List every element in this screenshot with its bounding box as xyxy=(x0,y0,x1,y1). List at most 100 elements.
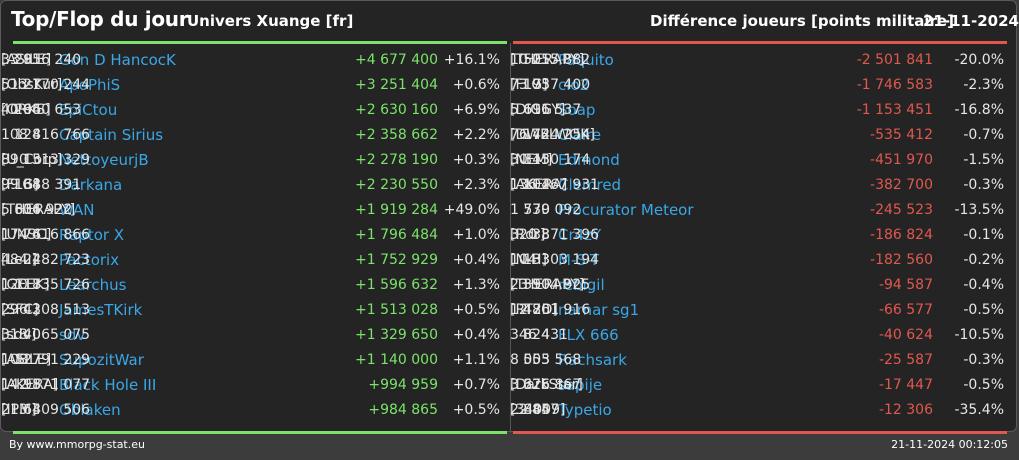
table-row: 24 Pactorix [Leu] 484 282 723 +1 752 929 +0.4… xyxy=(1,248,501,273)
alliance-tag-link[interactable]: [DarkStar] xyxy=(510,377,583,393)
player-name-link[interactable]: WAN xyxy=(59,201,95,219)
alliance-tag-link[interactable]: [GEEK] xyxy=(1,277,50,293)
player-name-link[interactable]: Raptor X xyxy=(59,226,125,244)
player-name-link[interactable]: Claire xyxy=(558,126,602,144)
alliance-tag-link[interactable]: [ASILE] xyxy=(1,52,52,68)
footer-credit: By www.mmorpg-stat.eu xyxy=(9,438,145,451)
player-points: 33 816 240 xyxy=(1,52,82,68)
alliance-tag-link[interactable]: [THERAPY] xyxy=(510,277,585,293)
player-name-link[interactable]: Black Hole III xyxy=(59,376,157,394)
percent-change: -16.8% xyxy=(954,102,1004,118)
player-name-link[interactable]: clo2 xyxy=(558,76,590,94)
alliance-tag-link[interactable]: [ObsKur] xyxy=(1,77,63,93)
alliance-tag-link[interactable]: [RT2D] xyxy=(510,302,558,318)
alliance-tag-link[interactable]: [N-H] xyxy=(510,252,547,268)
player-points: 142 571 077 xyxy=(1,377,91,393)
player-name-link[interactable]: Edmond xyxy=(558,151,620,169)
table-row: 40 sdv [sdv] 318 065 075 +1 329 650 +0.4% xyxy=(1,323,501,348)
player-points: 513 770 244 xyxy=(1,77,91,93)
player-name-link[interactable]: Cr4zY xyxy=(558,226,602,244)
player-name-link[interactable]: Procurator Meteor xyxy=(558,201,694,219)
table-row: 480 narnar sg1 [RT2D] 12 761 916 -66 577 -0.5… xyxy=(510,298,1010,323)
table-row: 824 FLX 666 346 431 -40 624 -10.5% xyxy=(510,323,1010,348)
points-difference: +1 919 284 xyxy=(355,202,438,218)
page-title: Top/Flop du jour xyxy=(11,7,189,31)
player-rank: 104 xyxy=(523,177,550,193)
player-rank: 128 xyxy=(14,127,41,143)
alliance-tag-link[interactable]: [Leu] xyxy=(1,252,37,268)
percent-change: -0.7% xyxy=(963,127,1004,143)
player-name-link[interactable]: Paquito xyxy=(558,51,614,69)
table-row: 676 sapije [DarkStar] 3 325 867 -17 447 -0.5% xyxy=(510,373,1010,398)
alliance-tag-link[interactable]: [34009] xyxy=(510,402,566,418)
alliance-tag-link[interactable]: [FLG] xyxy=(510,77,548,93)
points-difference: -25 587 xyxy=(878,352,933,368)
player-points: 1 570 092 xyxy=(510,202,582,218)
player-points: 8 003 568 xyxy=(510,352,582,368)
player-name-link[interactable]: Gon D HancocK xyxy=(59,51,176,69)
table-row: 38 Cr4zY [Rdr] 320 371 396 -186 824 -0.1% xyxy=(510,223,1010,248)
player-rank: 824 xyxy=(523,327,550,343)
points-difference: +1 513 028 xyxy=(355,302,438,318)
alliance-tag-link[interactable]: [SFC] xyxy=(1,302,39,318)
alliance-tag-link[interactable]: [ORKS] xyxy=(1,102,51,118)
alliance-tag-link[interactable]: [Rdr] xyxy=(510,227,546,243)
player-name-link[interactable]: narnar sg1 xyxy=(558,301,640,319)
table-row: 133 M-S-T [N-H] 104 303 194 -182 560 -0.2% xyxy=(510,248,1010,273)
player-name-link[interactable]: Captain Sirius xyxy=(59,126,164,144)
player-name-link[interactable]: JamesTKirk xyxy=(59,301,143,319)
percent-change: -0.2% xyxy=(963,252,1004,268)
player-name-link[interactable]: ApoPhiS xyxy=(59,76,121,94)
player-name-link[interactable]: sdv xyxy=(59,326,86,344)
points-difference: -12 306 xyxy=(878,402,933,418)
player-name-link[interactable]: sapije xyxy=(558,376,603,394)
alliance-tag-link[interactable]: [UNSC] xyxy=(1,227,52,243)
player-points: 12 761 916 xyxy=(510,302,591,318)
table-row: 76 Raptor X [UNSC] 174 416 866 +1 796 484 +1.… xyxy=(1,223,501,248)
player-name-link[interactable]: Pactorix xyxy=(59,251,120,269)
player-rank: 172 xyxy=(523,127,550,143)
alliance-tag-link[interactable]: [AKERA] xyxy=(1,377,59,393)
alliance-tag-link[interactable]: [THERAPY] xyxy=(510,52,585,68)
player-name-link[interactable]: Oblaken xyxy=(59,401,121,419)
top-gainers-list: 295 Gon D HancocK [ASILE] 33 816 240 +4 677 … xyxy=(1,48,501,423)
player-name-link[interactable]: Soap xyxy=(558,101,596,119)
table-row: 64 Oblaken [IPM] 213 309 506 +984 865 +0.5% xyxy=(1,398,501,423)
player-rank: 64 xyxy=(23,402,41,418)
points-difference: -1 153 451 xyxy=(856,102,933,118)
alliance-tag-link[interactable]: [DWELWOK] xyxy=(510,127,595,143)
alliance-tag-link[interactable]: [NEM] xyxy=(510,152,553,168)
player-points: 213 309 506 xyxy=(1,402,91,418)
player-name-link[interactable]: EpiCtou xyxy=(59,101,118,119)
player-name-link[interactable]: Typetio xyxy=(558,401,612,419)
table-row: 42 JamesTKirk [SFC] 296 308 513 +1 513 028 +0… xyxy=(1,298,501,323)
alliance-tag-link[interactable]: [ASILE] xyxy=(1,352,52,368)
points-difference: +4 677 400 xyxy=(355,52,438,68)
alliance-tag-link[interactable]: [sdv] xyxy=(1,327,37,343)
table-row: 555 Rachsark 8 003 568 -25 587 -0.3% xyxy=(510,348,1010,373)
player-name-link[interactable]: Learchus xyxy=(59,276,127,294)
points-difference: -451 970 xyxy=(870,152,933,168)
alliance-tag-link[interactable]: [DIGGY] xyxy=(510,102,566,118)
alliance-tag-link[interactable]: [THERAPY] xyxy=(1,202,76,218)
player-points: 5 836 922 xyxy=(1,202,73,218)
points-difference: -40 624 xyxy=(878,327,933,343)
player-points: 104 303 194 xyxy=(510,252,600,268)
player-name-link[interactable]: NettoyeurjB xyxy=(59,151,149,169)
player-name-link[interactable]: SupozitWar xyxy=(59,351,144,369)
player-name-link[interactable]: FLX 666 xyxy=(558,326,619,344)
player-name-link[interactable]: Darkana xyxy=(59,176,123,194)
player-name-link[interactable]: Clemred xyxy=(558,176,622,194)
player-rank: 676 xyxy=(523,377,550,393)
points-difference: -17 447 xyxy=(878,377,933,393)
player-name-link[interactable]: M-S-T xyxy=(558,251,600,269)
player-rank: 24 xyxy=(23,252,41,268)
alliance-tag-link[interactable]: [AKERA] xyxy=(510,177,568,193)
player-name-link[interactable]: Rachsark xyxy=(558,351,627,369)
alliance-tag-link[interactable]: [U_Corp] xyxy=(1,152,63,168)
table-row: 21 ApoPhiS [ObsKur] 513 770 244 +3 251 404 +0… xyxy=(1,73,501,98)
alliance-tag-link[interactable]: [IPM] xyxy=(1,402,37,418)
player-name-link[interactable]: rebigil xyxy=(558,276,605,294)
points-difference: +2 358 662 xyxy=(355,127,438,143)
alliance-tag-link[interactable]: [FLG] xyxy=(1,177,39,193)
